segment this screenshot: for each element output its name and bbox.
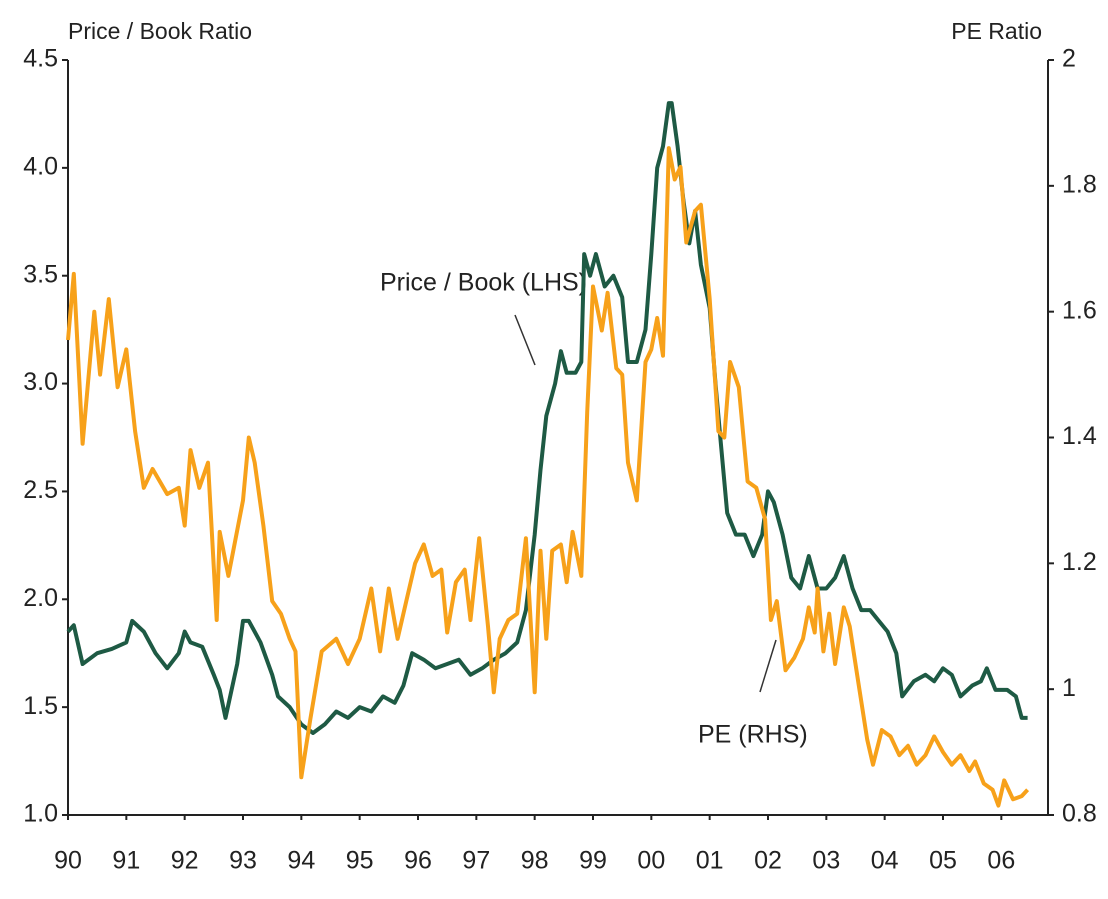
y2-tick-label: 1	[1062, 674, 1076, 702]
y2-tick-label: 2	[1062, 45, 1076, 73]
x-tick-label: 01	[696, 847, 724, 875]
x-tick-label: 93	[229, 847, 257, 875]
y-tick-label: 1.0	[23, 800, 58, 828]
y-tick-label: 1.5	[23, 692, 58, 720]
data-line	[66, 101, 1028, 735]
y-tick-label: 4.5	[23, 45, 58, 73]
y-axis-title: Price / Book Ratio	[68, 18, 252, 44]
y-tick-label: 3.5	[23, 260, 58, 288]
y2-tick-label: 1.4	[1062, 422, 1097, 450]
x-tick-label: 95	[346, 847, 374, 875]
x-tick-label: 90	[54, 847, 82, 875]
x-tick-label: 04	[871, 847, 899, 875]
y-tick-label: 2.0	[23, 584, 58, 612]
x-tick-label: 02	[754, 847, 782, 875]
x-tick-label: 97	[462, 847, 490, 875]
series-annotation: PE (RHS)	[698, 721, 808, 749]
y-tick-label: 2.5	[23, 476, 58, 504]
y-tick-label: 4.0	[23, 152, 58, 180]
series-annotation: Price / Book (LHS)	[380, 269, 587, 297]
x-tick-label: 99	[579, 847, 607, 875]
data-line	[66, 146, 1030, 808]
x-tick-label: 91	[112, 847, 140, 875]
y2-tick-label: 1.6	[1062, 296, 1097, 324]
x-tick-label: 96	[404, 847, 432, 875]
annotation-leader	[514, 314, 536, 366]
x-tick-label: 92	[171, 847, 199, 875]
y2-tick-label: 0.8	[1062, 800, 1097, 828]
x-tick-label: 98	[521, 847, 549, 875]
x-tick-label: 03	[812, 847, 840, 875]
annotation-leader	[759, 639, 777, 693]
y2-tick-label: 1.8	[1062, 170, 1097, 198]
y2-axis-title: PE Ratio	[951, 18, 1042, 44]
x-tick-label: 00	[637, 847, 665, 875]
x-tick-label: 06	[987, 847, 1015, 875]
y-tick-label: 3.0	[23, 368, 58, 396]
x-tick-label: 94	[287, 847, 315, 875]
x-tick-label: 05	[929, 847, 957, 875]
y2-tick-label: 1.2	[1062, 548, 1097, 576]
